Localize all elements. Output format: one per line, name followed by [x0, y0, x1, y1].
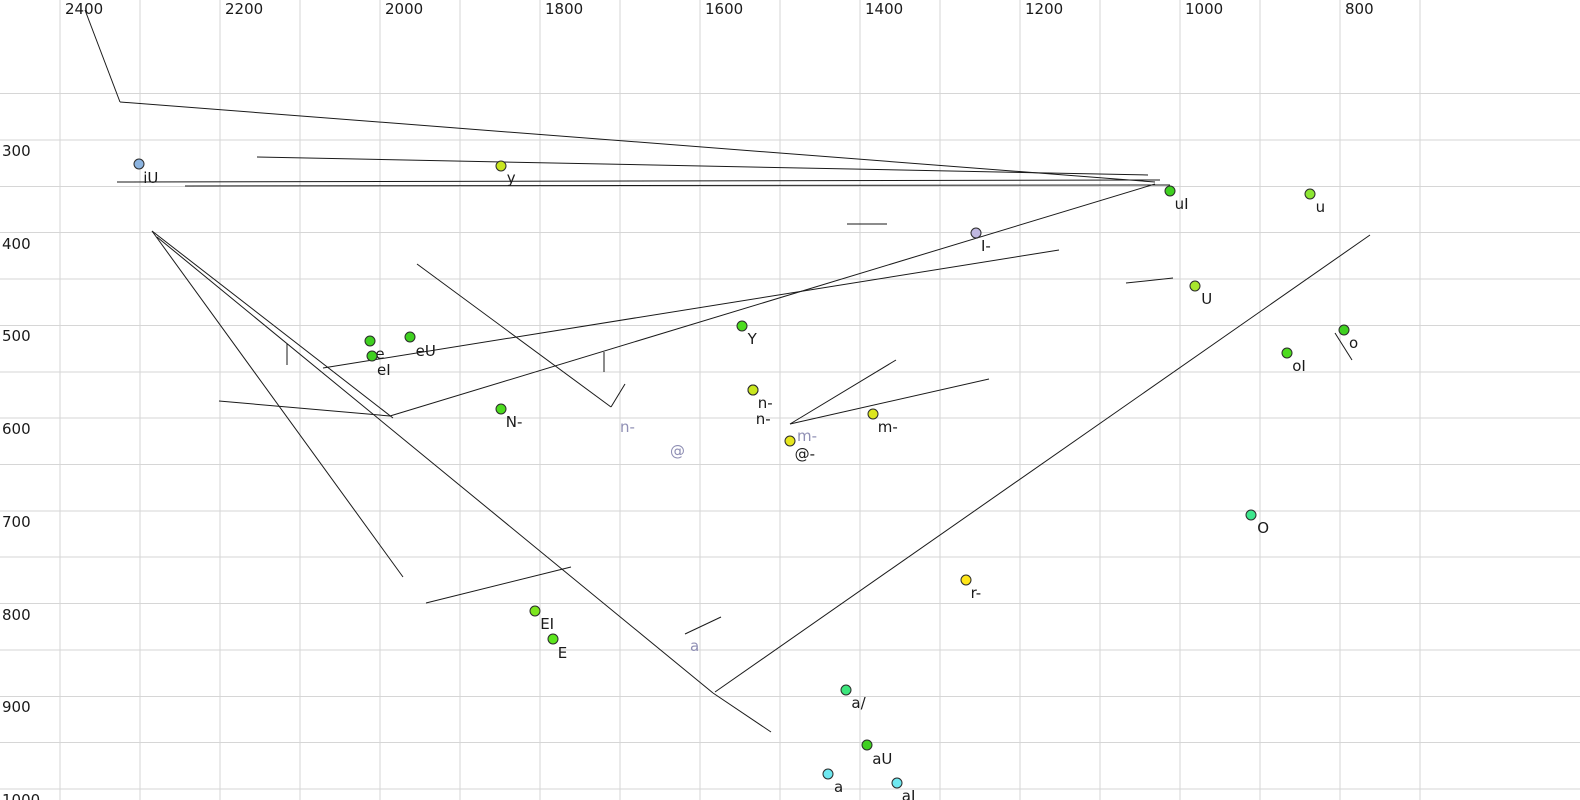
- y-tick-label: 400: [2, 234, 31, 253]
- vowel-point-U[interactable]: [1189, 280, 1201, 292]
- y-tick-label: 500: [2, 327, 31, 346]
- vowel-point-N[interactable]: [495, 403, 507, 415]
- trajectory-line: [156, 236, 714, 694]
- trajectory-line: [256, 156, 1149, 176]
- x-tick-label: 800: [1345, 0, 1374, 18]
- y-tick-label: 1000: [2, 791, 41, 800]
- x-tick-label: 1400: [865, 0, 904, 18]
- vowel-point-EI[interactable]: [529, 605, 541, 617]
- trajectory-line: [84, 9, 121, 103]
- vowel-point-oI[interactable]: [1281, 347, 1293, 359]
- x-tick-label: 2000: [385, 0, 424, 18]
- trajectory-line: [416, 263, 612, 408]
- vowel-point-iU[interactable]: [133, 158, 145, 170]
- vowel-point-Y[interactable]: [736, 320, 748, 332]
- vowel-point-aU[interactable]: [861, 739, 873, 751]
- trajectory-line: [119, 101, 1156, 183]
- x-tick-label: 1200: [1025, 0, 1064, 18]
- vowel-point-o[interactable]: [1338, 324, 1350, 336]
- vowel-point-O[interactable]: [1245, 509, 1257, 521]
- trajectory-line: [425, 566, 572, 604]
- vowel-point-u[interactable]: [1304, 188, 1316, 200]
- trajectory-line: [714, 234, 1371, 693]
- y-tick-label: 800: [2, 605, 31, 624]
- trajectory-line: [218, 400, 391, 417]
- vowel-point-I[interactable]: [970, 227, 982, 239]
- vowel-point-m[interactable]: [867, 408, 879, 419]
- trajectory-line: [184, 184, 1171, 187]
- vowel-point-a[interactable]: [822, 768, 834, 780]
- y-tick-label: 900: [2, 698, 31, 717]
- trajectory-line: [1125, 277, 1174, 284]
- y-tick-label: 300: [2, 142, 31, 160]
- vowel-point-eI[interactable]: [366, 350, 378, 362]
- trajectory-line: [789, 359, 897, 425]
- trajectory-line: [389, 183, 1156, 417]
- trajectory-line: [684, 616, 722, 635]
- y-tick-label: 700: [2, 512, 31, 531]
- vowel-point-a[interactable]: [840, 684, 852, 696]
- vowel-point-eU[interactable]: [404, 331, 416, 343]
- vowel-point-r[interactable]: [960, 574, 972, 586]
- x-tick-label: 1600: [705, 0, 744, 18]
- x-tick-label: 1800: [545, 0, 584, 18]
- vowel-point-n[interactable]: [747, 384, 759, 396]
- x-tick-label: 2200: [225, 0, 264, 18]
- trajectory-line: [151, 230, 394, 419]
- trajectory-line: [322, 249, 1060, 369]
- trajectory-layer: [84, 9, 1371, 733]
- trajectory-line: [151, 230, 404, 578]
- vowel-point-e[interactable]: [364, 335, 376, 347]
- trajectory-line: [1334, 332, 1353, 361]
- trajectory-line: [789, 378, 990, 425]
- vowel-point-aI[interactable]: [891, 777, 903, 789]
- vowel-point-[interactable]: [784, 435, 796, 447]
- x-tick-label: 2400: [65, 0, 104, 18]
- vowel-point-E[interactable]: [547, 633, 559, 645]
- y-tick-label: 600: [2, 420, 31, 439]
- trajectory-line: [116, 179, 1161, 183]
- x-tick-label: 1000: [1185, 0, 1224, 18]
- vowel-point-y[interactable]: [495, 160, 507, 172]
- trajectory-line: [610, 383, 626, 408]
- trajectory-line: [712, 692, 772, 733]
- vowel-point-uI[interactable]: [1164, 185, 1176, 197]
